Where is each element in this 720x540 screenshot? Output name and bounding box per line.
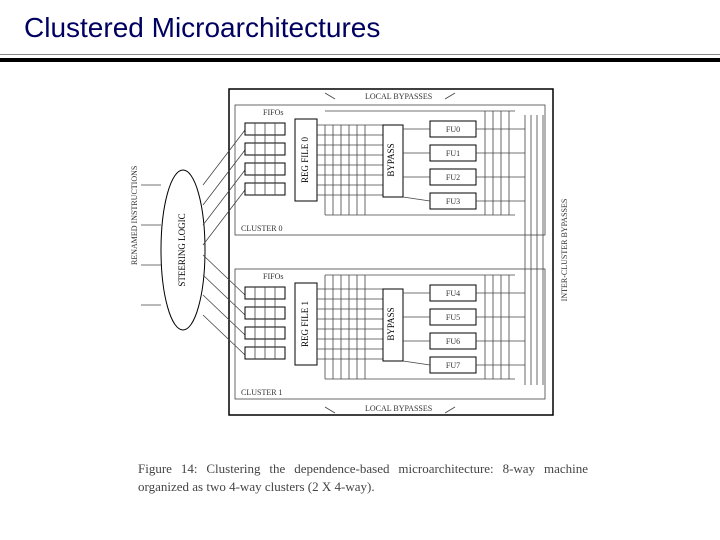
- bus-1: [317, 275, 383, 379]
- fu-cluster1: FU4 FU5 FU6 FU7: [403, 285, 525, 373]
- fifos-label-1: FIFOs: [263, 272, 283, 281]
- bypass0-label: BYPASS: [386, 143, 396, 176]
- thick-rule: [0, 58, 720, 62]
- architecture-diagram: LOCAL BYPASSES RENAMED INSTRUCTIONS STEE…: [125, 85, 595, 450]
- fifos-1: [245, 287, 285, 359]
- fifos-0: [245, 123, 285, 195]
- fifos-label-0: FIFOs: [263, 108, 283, 117]
- figure-caption: Figure 14: Clustering the dependence-bas…: [138, 460, 588, 495]
- steering-logic-label: STEERING LOGIC: [177, 213, 187, 286]
- svg-text:FU4: FU4: [446, 289, 460, 298]
- local-bypasses-bot-label: LOCAL BYPASSES: [365, 404, 432, 413]
- local-bypasses-top-label: LOCAL BYPASSES: [365, 92, 432, 101]
- renamed-instructions-label: RENAMED INSTRUCTIONS: [130, 166, 139, 265]
- inter-cluster-bus: [525, 115, 543, 385]
- svg-text:FU0: FU0: [446, 125, 460, 134]
- svg-text:FU1: FU1: [446, 149, 460, 158]
- regfile1-label: REG FILE 1: [300, 301, 310, 347]
- cluster1-label: CLUSTER 1: [241, 388, 283, 397]
- regfile0-label: REG FILE 0: [300, 137, 310, 183]
- svg-text:FU2: FU2: [446, 173, 460, 182]
- svg-text:FU5: FU5: [446, 313, 460, 322]
- bypass1-label: BYPASS: [386, 307, 396, 340]
- cluster0-label: CLUSTER 0: [241, 224, 283, 233]
- svg-text:FU3: FU3: [446, 197, 460, 206]
- svg-text:FU6: FU6: [446, 337, 460, 346]
- thin-rule: [0, 54, 720, 55]
- fu-cluster0: FU0 FU1 FU2 FU3: [403, 121, 525, 209]
- page-title: Clustered Microarchitectures: [24, 12, 380, 44]
- svg-text:FU7: FU7: [446, 361, 460, 370]
- inter-cluster-label: INTER-CLUSTER BYPASSES: [560, 199, 569, 302]
- bus-0: [317, 125, 383, 215]
